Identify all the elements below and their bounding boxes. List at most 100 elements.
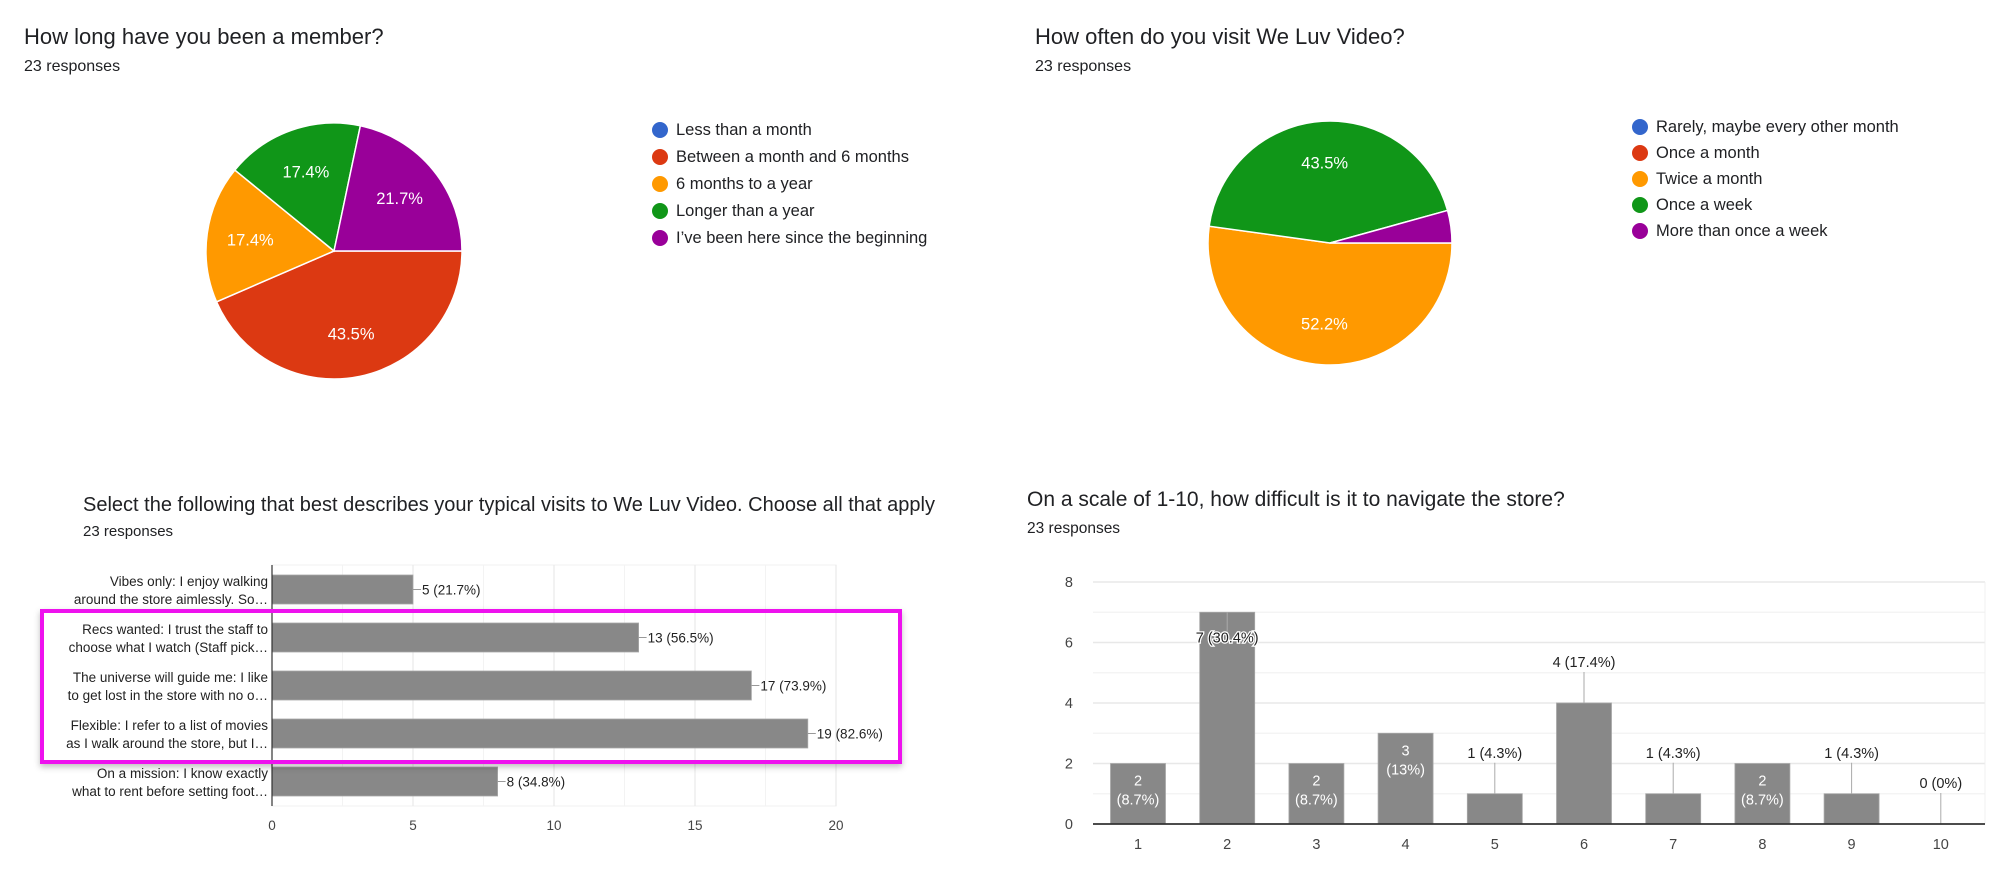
- x-tick-label: 2: [1223, 837, 1231, 853]
- category-label: Vibes only: I enjoy walking: [110, 574, 268, 589]
- visit-frequency-legend: Rarely, maybe every other month Once a mo…: [1632, 117, 1972, 257]
- legend-label: I’ve been here since the beginning: [676, 228, 928, 247]
- x-tick-label: 10: [1933, 837, 1949, 853]
- legend-label: Once a week: [1656, 195, 1753, 214]
- x-tick-label: 8: [1758, 837, 1766, 853]
- bar-data-label: 3: [1402, 743, 1410, 759]
- legend-label: Twice a month: [1656, 169, 1763, 188]
- legend-item[interactable]: Between a month and 6 months: [652, 147, 909, 167]
- pie-slice[interactable]: [333, 124, 463, 252]
- x-tick-label: 5: [409, 818, 417, 833]
- bar-data-label: 1 (4.3%): [1646, 746, 1701, 762]
- visit-frequency-pie-chart: 52.2% 43.5%: [1207, 120, 1453, 366]
- legend-dot-icon: [652, 203, 668, 219]
- category-label: On a mission: I know exactly: [97, 766, 268, 781]
- pie-slice[interactable]: [215, 250, 463, 380]
- pie-slice[interactable]: [1329, 209, 1453, 244]
- bar[interactable]: [1645, 793, 1702, 825]
- legend-label: More than once a week: [1656, 221, 1828, 240]
- panel-title: On a scale of 1-10, how difficult is it …: [1027, 488, 1565, 511]
- y-tick-label: 0: [1065, 817, 1073, 833]
- category-label: Recs wanted: I trust the staff to: [82, 622, 268, 637]
- panel-title: How often do you visit We Luv Video?: [1035, 24, 1405, 49]
- legend-label: 6 months to a year: [676, 174, 813, 193]
- pie-slice-label: 17.4%: [282, 163, 329, 181]
- bar[interactable]: [271, 622, 640, 653]
- y-tick-label: 6: [1065, 636, 1073, 652]
- bar-data-label: 17 (73.9%): [760, 679, 826, 694]
- bar-data-label: 4 (17.4%): [1553, 655, 1616, 671]
- x-tick-label: 9: [1848, 837, 1856, 853]
- legend-dot-icon: [1632, 119, 1648, 135]
- bar[interactable]: [1734, 763, 1791, 825]
- category-label: as I walk around the store, but I…: [66, 736, 268, 751]
- panel-title: Select the following that best describes…: [83, 494, 935, 516]
- x-tick-label: 1: [1134, 837, 1142, 853]
- bar-data-label: 2: [1134, 774, 1142, 790]
- category-label: choose what I watch (Staff pick…: [69, 640, 268, 655]
- legend-dot-icon: [652, 176, 668, 192]
- legend-item[interactable]: Less than a month: [652, 120, 812, 140]
- bar-data-label: (8.7%): [1295, 793, 1338, 809]
- bar[interactable]: [271, 766, 499, 797]
- bar-data-label: 1 (4.3%): [1824, 746, 1879, 762]
- x-tick-label: 5: [1491, 837, 1499, 853]
- bar-data-label: (8.7%): [1117, 793, 1160, 809]
- x-tick-label: 0: [268, 818, 276, 833]
- legend-dot-icon: [652, 230, 668, 246]
- legend-item[interactable]: 6 months to a year: [652, 174, 813, 194]
- x-tick-label: 20: [828, 818, 843, 833]
- legend-item[interactable]: Rarely, maybe every other month: [1632, 117, 1899, 137]
- bar[interactable]: [271, 718, 809, 749]
- membership-pie-chart: 43.5% 17.4% 17.4% 21.7%: [205, 122, 463, 380]
- bar-data-label: 1 (4.3%): [1467, 746, 1522, 762]
- x-tick-label: 10: [546, 818, 561, 833]
- bar[interactable]: [1823, 793, 1880, 825]
- panel-title: How long have you been a member?: [24, 24, 384, 49]
- pie-slice[interactable]: [1208, 120, 1449, 244]
- bar-data-label: 2: [1758, 774, 1766, 790]
- bar-data-label: 5 (21.7%): [422, 583, 481, 598]
- bar[interactable]: [1556, 702, 1612, 825]
- legend-dot-icon: [652, 149, 668, 165]
- bar-data-label: 2: [1312, 774, 1320, 790]
- bar-data-label: (8.7%): [1741, 793, 1784, 809]
- legend-label: Rarely, maybe every other month: [1656, 117, 1899, 136]
- pie-slice[interactable]: [1207, 225, 1453, 366]
- legend-label: Less than a month: [676, 120, 812, 139]
- bar[interactable]: [1466, 793, 1523, 825]
- legend-item[interactable]: Twice a month: [1632, 169, 1762, 189]
- x-tick-label: 7: [1669, 837, 1677, 853]
- bar-data-label: 0 (0%): [1919, 776, 1962, 792]
- bar[interactable]: [1199, 611, 1256, 825]
- y-tick-label: 4: [1065, 696, 1073, 712]
- category-label: to get lost in the store with no o…: [68, 688, 268, 703]
- x-tick-label: 6: [1580, 837, 1588, 853]
- bar[interactable]: [1288, 763, 1345, 825]
- legend-item[interactable]: Longer than a year: [652, 201, 815, 221]
- legend-item[interactable]: I’ve been here since the beginning: [652, 228, 927, 248]
- pie-slice[interactable]: [233, 122, 362, 253]
- pie-slice-label: 21.7%: [376, 190, 423, 208]
- bar-data-label: 7 (30.4%): [1196, 630, 1259, 646]
- bar[interactable]: [271, 574, 414, 605]
- legend-item[interactable]: Once a month: [1632, 143, 1760, 163]
- response-count: 23 responses: [24, 58, 121, 75]
- x-tick-label: 4: [1402, 837, 1410, 853]
- bar-data-label: 13 (56.5%): [648, 631, 714, 646]
- legend-item[interactable]: Once a week: [1632, 195, 1752, 215]
- bar[interactable]: [271, 670, 752, 701]
- legend-label: Longer than a year: [676, 201, 815, 220]
- legend-item[interactable]: More than once a week: [1632, 221, 1828, 241]
- category-label: around the store aimlessly. So…: [74, 592, 268, 607]
- legend-dot-icon: [1632, 197, 1648, 213]
- legend-dot-icon: [1632, 145, 1648, 161]
- legend-label: Between a month and 6 months: [676, 147, 909, 166]
- x-tick-label: 3: [1312, 837, 1320, 853]
- pie-slice[interactable]: [205, 168, 336, 303]
- legend-dot-icon: [1632, 223, 1648, 239]
- bar-data-label: (13%): [1386, 762, 1425, 778]
- membership-legend: Less than a month Between a month and 6 m…: [652, 120, 972, 260]
- pie-slice-label: 52.2%: [1301, 315, 1348, 333]
- visit-type-bar-chart: 5 (21.7%) Vibes only: I enjoy walking arou…: [66, 564, 883, 833]
